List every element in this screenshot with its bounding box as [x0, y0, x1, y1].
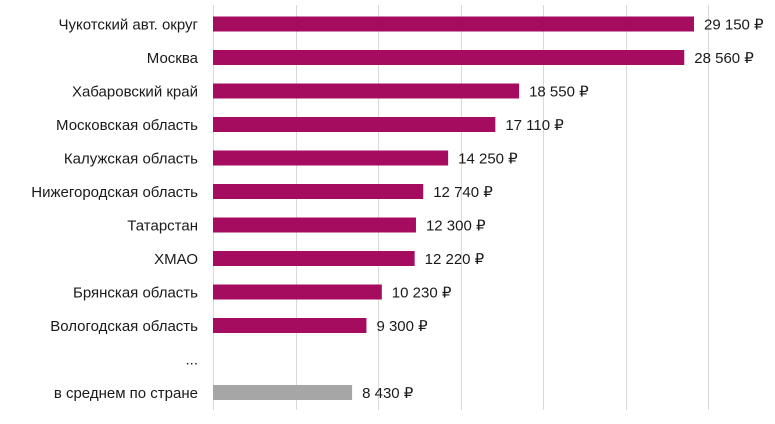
- bars: [213, 16, 694, 400]
- data-label: 28 560 ₽: [694, 50, 754, 67]
- category-label: ...: [185, 352, 198, 369]
- data-label: 9 300 ₽: [376, 318, 428, 335]
- data-label: 18 550 ₽: [529, 84, 589, 101]
- category-label: Нижегородская область: [31, 184, 198, 201]
- category-label: Калужская область: [64, 151, 198, 168]
- category-label: Хабаровский край: [72, 84, 198, 101]
- category-label: Татарстан: [127, 218, 198, 235]
- bar: [213, 184, 424, 199]
- category-label: Московская область: [56, 117, 198, 134]
- bar: [213, 83, 520, 99]
- bar: [213, 16, 694, 32]
- category-label: Москва: [147, 50, 199, 67]
- data-label: 17 110 ₽: [505, 117, 564, 134]
- category-label: Вологодская область: [50, 318, 198, 335]
- bar: [213, 217, 416, 233]
- bar: [213, 385, 353, 400]
- value-labels: 29 150 ₽ 28 560 ₽ 18 550 ₽ 17 110 ₽ 14 250 ₽…: [362, 17, 764, 403]
- gridlines: [213, 5, 709, 410]
- data-label: 14 250 ₽: [458, 151, 518, 168]
- bar: [213, 318, 367, 333]
- data-label: 8 430 ₽: [362, 385, 414, 402]
- data-label: 12 300 ₽: [426, 218, 486, 235]
- data-label: 12 220 ₽: [425, 251, 485, 268]
- bar: [213, 50, 685, 65]
- category-label: ХМАО: [154, 251, 198, 268]
- data-label: 12 740 ₽: [433, 184, 493, 201]
- bar: [213, 284, 382, 300]
- category-label: в среднем по стране: [54, 385, 198, 402]
- category-label: Чукотский авт. округ: [58, 17, 198, 34]
- bar: [213, 251, 415, 266]
- data-label: 10 230 ₽: [392, 285, 452, 302]
- bar: [213, 150, 449, 166]
- category-labels: Чукотский авт. округ Москва Хабаровский кр…: [31, 17, 198, 403]
- category-label: Брянская область: [73, 285, 198, 302]
- data-label: 29 150 ₽: [704, 17, 764, 34]
- bar: [213, 117, 496, 132]
